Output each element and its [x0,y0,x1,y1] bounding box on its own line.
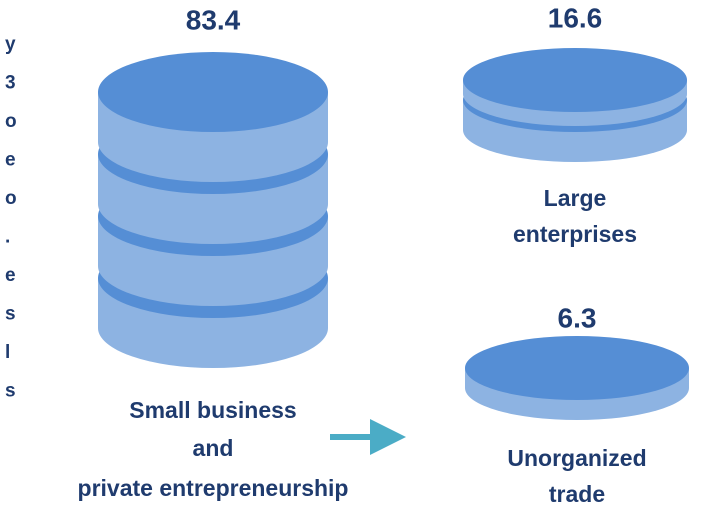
edge-fragment: l [5,342,10,363]
value-label: 83.4 [186,4,241,35]
edge-fragment: e [5,150,16,171]
disk-top [98,52,328,132]
item-label: Large [544,185,607,211]
edge-fragment: o [5,188,17,209]
edge-fragment: 3 [5,73,16,94]
item-label: enterprises [513,221,637,247]
item-label: and [193,435,234,461]
edge-fragment: s [5,304,16,325]
item-label: private entrepreneurship [78,475,349,501]
disk-top [465,336,689,400]
value-label: 6.3 [558,302,597,333]
item-label: Unorganized [507,445,646,471]
edge-fragment: . [5,227,10,248]
edge-fragment: o [5,111,17,132]
item-label: Small business [129,397,296,423]
edge-fragment: y [5,34,16,55]
value-label: 16.6 [548,2,603,33]
item-label: trade [549,481,605,507]
edge-fragment: e [5,265,16,286]
disk-top [463,48,687,112]
edge-fragment: s [5,381,16,402]
